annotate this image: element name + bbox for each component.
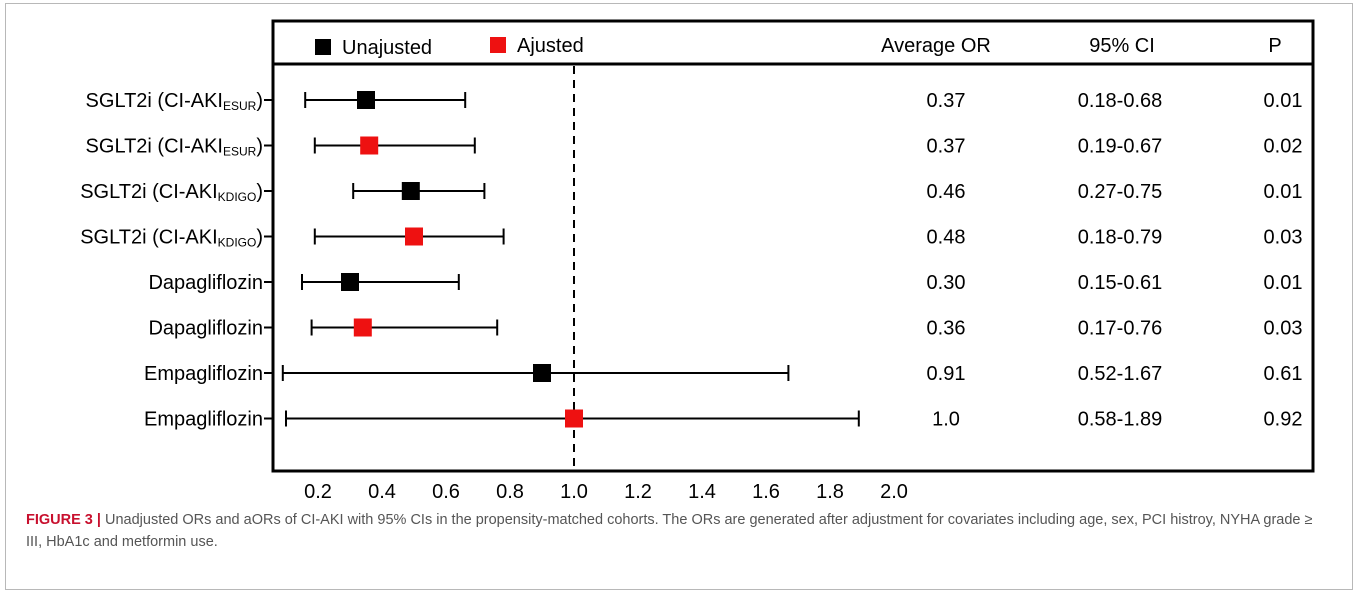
figure-panel: Unajusted Ajusted Average OR 95% CI P SG…: [5, 3, 1353, 590]
or-value: 1.0: [932, 409, 960, 431]
row-label-close: ): [256, 227, 263, 249]
ci-value: 0.18-0.79: [1078, 227, 1163, 249]
legend-marker-unadjusted: [315, 39, 331, 55]
x-tick-label: 0.2: [304, 481, 332, 503]
x-tick-label: 1.8: [816, 481, 844, 503]
row-label-main: Empagliflozin: [144, 363, 263, 385]
x-tick-label: 1.6: [752, 481, 780, 503]
row-label-main: SGLT2i (CI-AKI: [86, 136, 223, 158]
row-label-close: ): [256, 90, 263, 112]
point-estimate-marker: [405, 227, 423, 246]
x-tick-label: 1.0: [560, 481, 588, 503]
forest-row: SGLT2i (CI-AKIKDIGO) 0.46 0.27-0.75 0.01: [80, 181, 1302, 204]
forest-plot: Unajusted Ajusted Average OR 95% CI P SG…: [80, 19, 1315, 503]
row-label-main: Empagliflozin: [144, 409, 263, 431]
row-label-main: SGLT2i (CI-AKI: [80, 227, 217, 249]
caption-label: FIGURE 3 |: [26, 512, 101, 528]
point-estimate-marker: [357, 91, 375, 109]
p-value: 0.01: [1264, 90, 1303, 112]
row-label: Empagliflozin: [144, 409, 263, 431]
x-tick-label: 0.6: [432, 481, 460, 503]
x-tick-label: 1.4: [688, 481, 716, 503]
row-label-subscript: ESUR: [223, 99, 257, 113]
or-value: 0.30: [927, 272, 966, 294]
p-value: 0.61: [1264, 363, 1303, 385]
ci-value: 0.18-0.68: [1078, 90, 1163, 112]
x-tick-label: 2.0: [880, 481, 908, 503]
or-value: 0.91: [927, 363, 966, 385]
x-tick-label: 0.8: [496, 481, 524, 503]
or-value: 0.37: [927, 136, 966, 158]
p-value: 0.92: [1264, 409, 1303, 431]
row-label: Dapagliflozin: [148, 318, 263, 340]
row-label-subscript: KDIGO: [218, 190, 257, 204]
row-label-main: SGLT2i (CI-AKI: [86, 90, 223, 112]
row-label-main: Dapagliflozin: [148, 318, 263, 340]
p-value: 0.01: [1264, 181, 1303, 203]
column-header-p: P: [1268, 35, 1281, 57]
ci-value: 0.19-0.67: [1078, 136, 1163, 158]
forest-row: Dapagliflozin 0.36 0.17-0.76 0.03: [148, 318, 1302, 340]
row-label: Empagliflozin: [144, 363, 263, 385]
forest-row: Dapagliflozin 0.30 0.15-0.61 0.01: [148, 272, 1302, 294]
caption-text: Unadjusted ORs and aORs of CI-AKI with 9…: [26, 512, 1313, 550]
x-tick-label: 0.4: [368, 481, 396, 503]
ci-value: 0.15-0.61: [1078, 272, 1163, 294]
legend-marker-adjusted: [490, 37, 506, 53]
forest-row: SGLT2i (CI-AKIESUR) 0.37 0.18-0.68 0.01: [86, 90, 1303, 113]
p-value: 0.03: [1264, 227, 1303, 249]
row-label: Dapagliflozin: [148, 272, 263, 294]
forest-row: SGLT2i (CI-AKIESUR) 0.37 0.19-0.67 0.02: [86, 136, 1303, 159]
p-value: 0.03: [1264, 318, 1303, 340]
forest-row: SGLT2i (CI-AKIKDIGO) 0.48 0.18-0.79 0.03: [80, 227, 1302, 250]
legend-label-adjusted: Ajusted: [517, 35, 584, 57]
row-label-subscript: ESUR: [223, 145, 257, 159]
point-estimate-marker: [353, 318, 372, 337]
point-estimate-marker: [341, 273, 359, 291]
row-label: SGLT2i (CI-AKIKDIGO): [80, 227, 263, 250]
plot-frame: [271, 19, 1315, 473]
or-value: 0.48: [927, 227, 966, 249]
point-estimate-marker: [533, 364, 551, 382]
column-header-ci: 95% CI: [1089, 35, 1155, 57]
row-label-subscript: KDIGO: [218, 236, 257, 250]
or-value: 0.36: [927, 318, 966, 340]
ci-value: 0.52-1.67: [1078, 363, 1163, 385]
row-label-close: ): [256, 136, 263, 158]
row-label: SGLT2i (CI-AKIKDIGO): [80, 181, 263, 204]
point-estimate-marker: [401, 182, 420, 200]
forest-row: Empagliflozin 0.91 0.52-1.67 0.61: [144, 363, 1302, 385]
p-value: 0.02: [1264, 136, 1303, 158]
row-label-close: ): [256, 181, 263, 203]
row-label-main: SGLT2i (CI-AKI: [80, 181, 217, 203]
point-estimate-marker: [565, 409, 583, 428]
forest-rows: SGLT2i (CI-AKIESUR) 0.37 0.18-0.68 0.01SGLT…: [80, 90, 1302, 431]
figure-caption: FIGURE 3 | Unadjusted ORs and aORs of CI…: [26, 509, 1326, 553]
row-label: SGLT2i (CI-AKIESUR): [86, 136, 263, 159]
ci-value: 0.27-0.75: [1078, 181, 1163, 203]
ci-value: 0.58-1.89: [1078, 409, 1163, 431]
x-tick-label: 1.2: [624, 481, 652, 503]
row-label: SGLT2i (CI-AKIESUR): [86, 90, 263, 113]
column-header-or: Average OR: [881, 35, 991, 57]
point-estimate-marker: [360, 136, 379, 155]
p-value: 0.01: [1264, 272, 1303, 294]
forest-row: Empagliflozin 1.0 0.58-1.89 0.92: [144, 409, 1302, 431]
or-value: 0.37: [927, 90, 966, 112]
x-axis: 0.2 0.4 0.6 0.8 1.0 1.2 1.4 1.6 1.8 2.0: [304, 481, 908, 503]
row-label-main: Dapagliflozin: [148, 272, 263, 294]
or-value: 0.46: [927, 181, 966, 203]
ci-value: 0.17-0.76: [1078, 318, 1163, 340]
legend-label-unadjusted: Unajusted: [342, 37, 432, 59]
